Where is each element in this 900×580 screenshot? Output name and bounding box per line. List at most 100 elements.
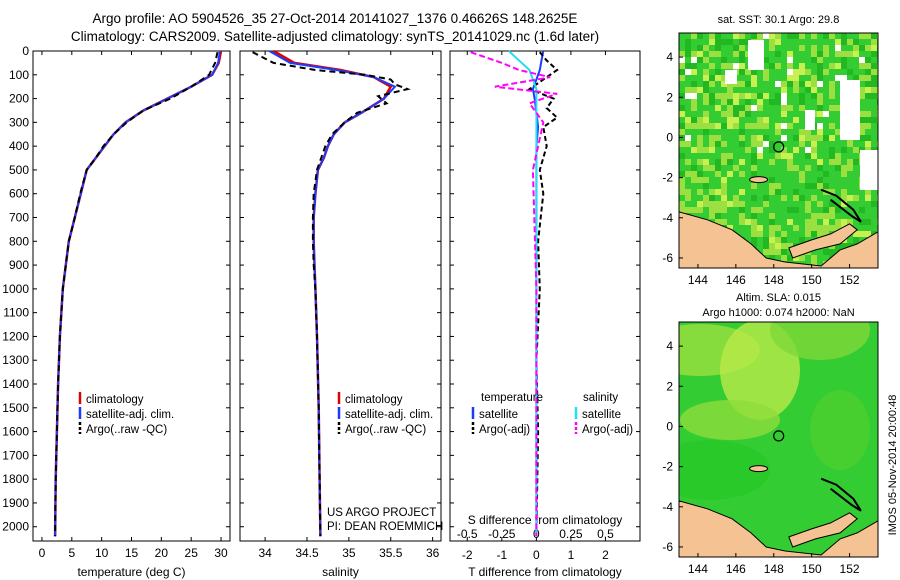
p-sst-pixel bbox=[865, 63, 871, 69]
p-sst-pixel bbox=[685, 159, 691, 165]
salinity-series-line bbox=[252, 51, 411, 537]
p-sst-pixel bbox=[805, 81, 811, 87]
p-sst-pixel bbox=[865, 231, 871, 237]
p-sst-pixel bbox=[727, 39, 733, 45]
p-sst-axes bbox=[678, 32, 879, 269]
temperature-ytick-label: 2000 bbox=[2, 520, 29, 534]
p-sst-pixel bbox=[727, 123, 733, 129]
temperature-ytick-label: 1700 bbox=[2, 448, 29, 462]
p-sst-pixel bbox=[769, 231, 775, 237]
p-sst-pixel bbox=[733, 111, 739, 117]
p-sst-pixel bbox=[835, 207, 841, 213]
p-sst-pixel bbox=[781, 123, 787, 129]
p-sst-pixel bbox=[853, 45, 859, 51]
p-sst-pixel bbox=[703, 111, 709, 117]
p-sst-pixel bbox=[823, 249, 829, 255]
temperature-ytick-label: 0 bbox=[22, 44, 29, 58]
p-sst-pixel bbox=[709, 75, 715, 81]
p-sst-pixel bbox=[739, 63, 745, 69]
difference-xtick-label: 0 bbox=[533, 548, 540, 562]
p-sst-pixel bbox=[835, 225, 841, 231]
p-sst-pixel bbox=[781, 105, 787, 111]
p-sst-pixel bbox=[805, 225, 811, 231]
p-sst-pixel bbox=[703, 93, 709, 99]
p-sst-pixel bbox=[865, 111, 871, 117]
p-sst-pixel bbox=[691, 99, 697, 105]
p-sst-pixel bbox=[835, 165, 841, 171]
p-sla-ytick-label: 2 bbox=[666, 379, 673, 393]
p-sst-pixel bbox=[769, 237, 775, 243]
p-sst-content bbox=[679, 33, 878, 268]
p-sst-pixel bbox=[739, 51, 745, 57]
p-sst-pixel bbox=[775, 51, 781, 57]
p-sst-pixel bbox=[733, 117, 739, 123]
p-sst-pixel bbox=[787, 51, 793, 57]
p-sst-pixel bbox=[751, 237, 757, 243]
p-sst-pixel bbox=[691, 165, 697, 171]
p-sst-pixel bbox=[709, 189, 715, 195]
p-sst-pixel bbox=[865, 123, 871, 129]
p-sst-pixel bbox=[871, 201, 877, 207]
p-sst-pixel bbox=[799, 255, 805, 261]
p-sst-pixel bbox=[793, 255, 799, 261]
p-sst-pixel bbox=[805, 165, 811, 171]
p-sst-pixel bbox=[709, 213, 715, 219]
p-sst-pixel bbox=[685, 63, 691, 69]
p-sst-pixel bbox=[823, 45, 829, 51]
p-sst-pixel bbox=[739, 129, 745, 135]
temperature-legend-item-label: climatology bbox=[86, 394, 144, 406]
p-sst-pixel bbox=[829, 207, 835, 213]
p-sst-pixel bbox=[817, 63, 823, 69]
p-sst-pixel bbox=[685, 39, 691, 45]
p-sst-pixel bbox=[811, 183, 817, 189]
p-sst-pixel bbox=[739, 33, 745, 39]
p-sst-pixel bbox=[805, 231, 811, 237]
p-sst-pixel bbox=[691, 81, 697, 87]
p-sst-pixel bbox=[793, 75, 799, 81]
p-sst-pixel bbox=[871, 51, 877, 57]
p-sst-cloud-gap bbox=[840, 80, 860, 140]
p-sst-pixel bbox=[745, 147, 751, 153]
p-sst-pixel bbox=[691, 147, 697, 153]
p-sst-pixel bbox=[751, 219, 757, 225]
salinity-annotation-line-2: PI: DEAN ROEMMICH bbox=[327, 521, 443, 533]
p-sst-pixel bbox=[775, 123, 781, 129]
p-sst-pixel bbox=[859, 111, 865, 117]
p-sst-pixel bbox=[865, 117, 871, 123]
p-sst-pixel bbox=[691, 69, 697, 75]
p-sst-ytick-label: 0 bbox=[666, 130, 673, 144]
p-sst-pixel bbox=[847, 159, 853, 165]
p-sla-ytick-label: 4 bbox=[666, 339, 673, 353]
p-sst-pixel bbox=[859, 117, 865, 123]
p-sst-ytick-label: 2 bbox=[666, 90, 673, 104]
p-sst-pixel bbox=[811, 57, 817, 63]
p-sst-pixel bbox=[751, 195, 757, 201]
p-sla-axes bbox=[678, 321, 879, 558]
p-sst-pixel bbox=[841, 57, 847, 63]
p-sst-pixel bbox=[709, 123, 715, 129]
p-sst-pixel bbox=[841, 75, 847, 81]
p-sst-pixel bbox=[829, 123, 835, 129]
p-sst-pixel bbox=[721, 159, 727, 165]
p-sla-sla-blob bbox=[679, 440, 770, 500]
p-sst-pixel bbox=[775, 81, 781, 87]
p-sla-land-manus bbox=[749, 465, 769, 473]
p-sst-pixel bbox=[691, 63, 697, 69]
p-sst-pixel bbox=[841, 63, 847, 69]
p-sst-pixel bbox=[685, 207, 691, 213]
p-sst-pixel bbox=[829, 93, 835, 99]
p-sst-pixel bbox=[865, 87, 871, 93]
p-sst-pixel bbox=[859, 231, 865, 237]
difference-legend-title: temperature bbox=[481, 392, 543, 404]
p-sst-pixel bbox=[823, 213, 829, 219]
p-sst-pixel bbox=[799, 237, 805, 243]
p-sst-pixel bbox=[685, 135, 691, 141]
p-sst-pixel bbox=[829, 249, 835, 255]
p-sst-pixel bbox=[739, 141, 745, 147]
p-sst-pixel bbox=[817, 177, 823, 183]
p-sst-pixel bbox=[793, 225, 799, 231]
p-sst-pixel bbox=[727, 117, 733, 123]
temperature-ytick-label: 600 bbox=[9, 187, 29, 201]
p-sst-pixel bbox=[685, 69, 691, 75]
p-sst-pixel bbox=[799, 81, 805, 87]
